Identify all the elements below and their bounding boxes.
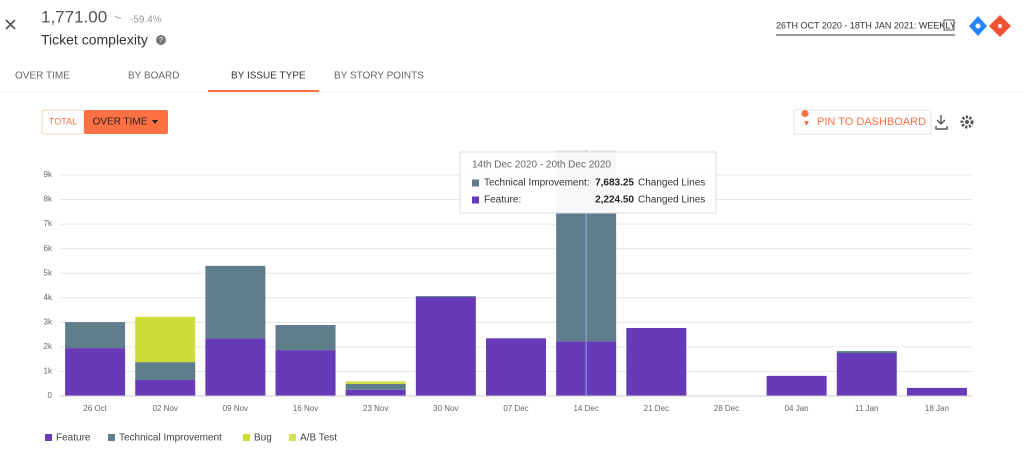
date-range[interactable]: 26TH OCT 2020 - 18TH JAN 2021: WEEKLY [776, 20, 956, 30]
tooltip-label: Technical Improvement: [484, 178, 590, 189]
bar-segment [836, 353, 897, 396]
bar-segment [626, 327, 687, 396]
x-tick-label: 23 Nov [363, 404, 388, 413]
bar-segment [135, 380, 196, 396]
y-tick-label: 2k [44, 342, 53, 351]
bar-segment [345, 381, 406, 383]
tab[interactable]: OVER TIME [15, 71, 70, 82]
legend-swatch [243, 434, 250, 441]
bar-segment [275, 325, 336, 351]
tooltip-swatch [472, 196, 479, 204]
pin-button[interactable] [793, 109, 932, 135]
over-time-button[interactable] [84, 110, 168, 134]
x-tick-label: 04 Jan [785, 404, 809, 413]
legend-label: Feature [56, 433, 91, 444]
metric-title: Ticket complexity [41, 32, 148, 48]
y-tick-label: 5k [44, 268, 53, 277]
tab[interactable]: BY STORY POINTS [334, 71, 424, 82]
tooltip-title: 14th Dec 2020 - 20th Dec 2020 [472, 160, 611, 171]
total-label: TOTAL [49, 116, 77, 126]
metric-value: 1,771.00 [41, 7, 107, 26]
integration-icons [969, 15, 1011, 37]
metric-change: -59.4% [130, 15, 162, 26]
x-tick-label: 14 Dec [573, 404, 598, 413]
dropdown-arrow [152, 120, 158, 124]
y-tick-label: 9k [44, 170, 53, 179]
bar-segment [906, 387, 967, 396]
y-tick-label: 6k [44, 244, 53, 253]
bar-segment [135, 362, 196, 381]
bar-segment [345, 389, 406, 396]
bar-segment [205, 265, 266, 339]
bar-segment [486, 338, 546, 396]
x-tick-label: 21 Dec [644, 404, 669, 413]
legend-swatch [45, 434, 52, 441]
bar-segment [65, 322, 126, 349]
over-time-label: OVER TIME [93, 117, 148, 128]
x-tick-label: 11 Jan [855, 404, 878, 413]
bar-segment [766, 375, 827, 396]
bar-segment [205, 338, 266, 396]
y-tick-label: 1k [44, 367, 53, 376]
svg-text:?: ? [159, 37, 163, 44]
pin-icon [801, 110, 809, 126]
tooltip-unit: Changed Lines [638, 195, 705, 206]
pin-label: PIN TO DASHBOARD [817, 116, 926, 128]
bar-segment [345, 382, 406, 384]
tooltip-value: 2,224.50 [595, 195, 634, 206]
y-tick-label: 0 [48, 391, 53, 400]
close-button[interactable] [5, 19, 16, 30]
legend-label: A/B Test [300, 433, 337, 444]
y-tick-label: 4k [44, 293, 53, 302]
bar-segment [135, 316, 196, 363]
y-tick-label: 8k [44, 195, 53, 204]
legend-swatch [289, 434, 296, 441]
tab[interactable]: BY ISSUE TYPE [231, 71, 306, 82]
bar-segment [415, 297, 476, 396]
bar-segment [65, 348, 126, 396]
bar-segment [415, 296, 476, 298]
settings-icon[interactable] [960, 115, 974, 129]
bar-segment [836, 351, 897, 354]
download-icon[interactable] [935, 115, 948, 130]
help-icon[interactable]: ? [156, 35, 166, 45]
y-tick-label: 3k [44, 317, 53, 326]
y-tick-label: 7k [44, 219, 53, 228]
bar-segment [275, 350, 336, 396]
legend-swatch [108, 434, 115, 441]
x-tick-label: 07 Dec [503, 404, 528, 413]
tooltip [459, 151, 717, 214]
legend-label: Technical Improvement [119, 433, 222, 444]
x-tick-label: 18 Jan [925, 404, 949, 413]
bar-segment [345, 383, 406, 390]
x-tick-label: 30 Nov [433, 404, 458, 413]
x-tick-label: 16 Nov [293, 404, 318, 413]
x-tick-label: 02 Nov [153, 404, 178, 413]
legend-label: Bug [254, 433, 272, 444]
x-tick-label: 28 Dec [714, 404, 739, 413]
tab[interactable]: BY BOARD [128, 71, 180, 82]
tooltip-swatch [472, 179, 479, 187]
calendar-icon[interactable] [943, 19, 955, 31]
tooltip-label: Feature: [484, 195, 521, 206]
x-tick-label: 09 Nov [223, 404, 248, 413]
x-tick-label: 26 Oct [83, 404, 107, 413]
tooltip-value: 7,683.25 [595, 178, 634, 189]
tooltip-unit: Changed Lines [638, 178, 705, 189]
trend-icon [114, 15, 121, 19]
